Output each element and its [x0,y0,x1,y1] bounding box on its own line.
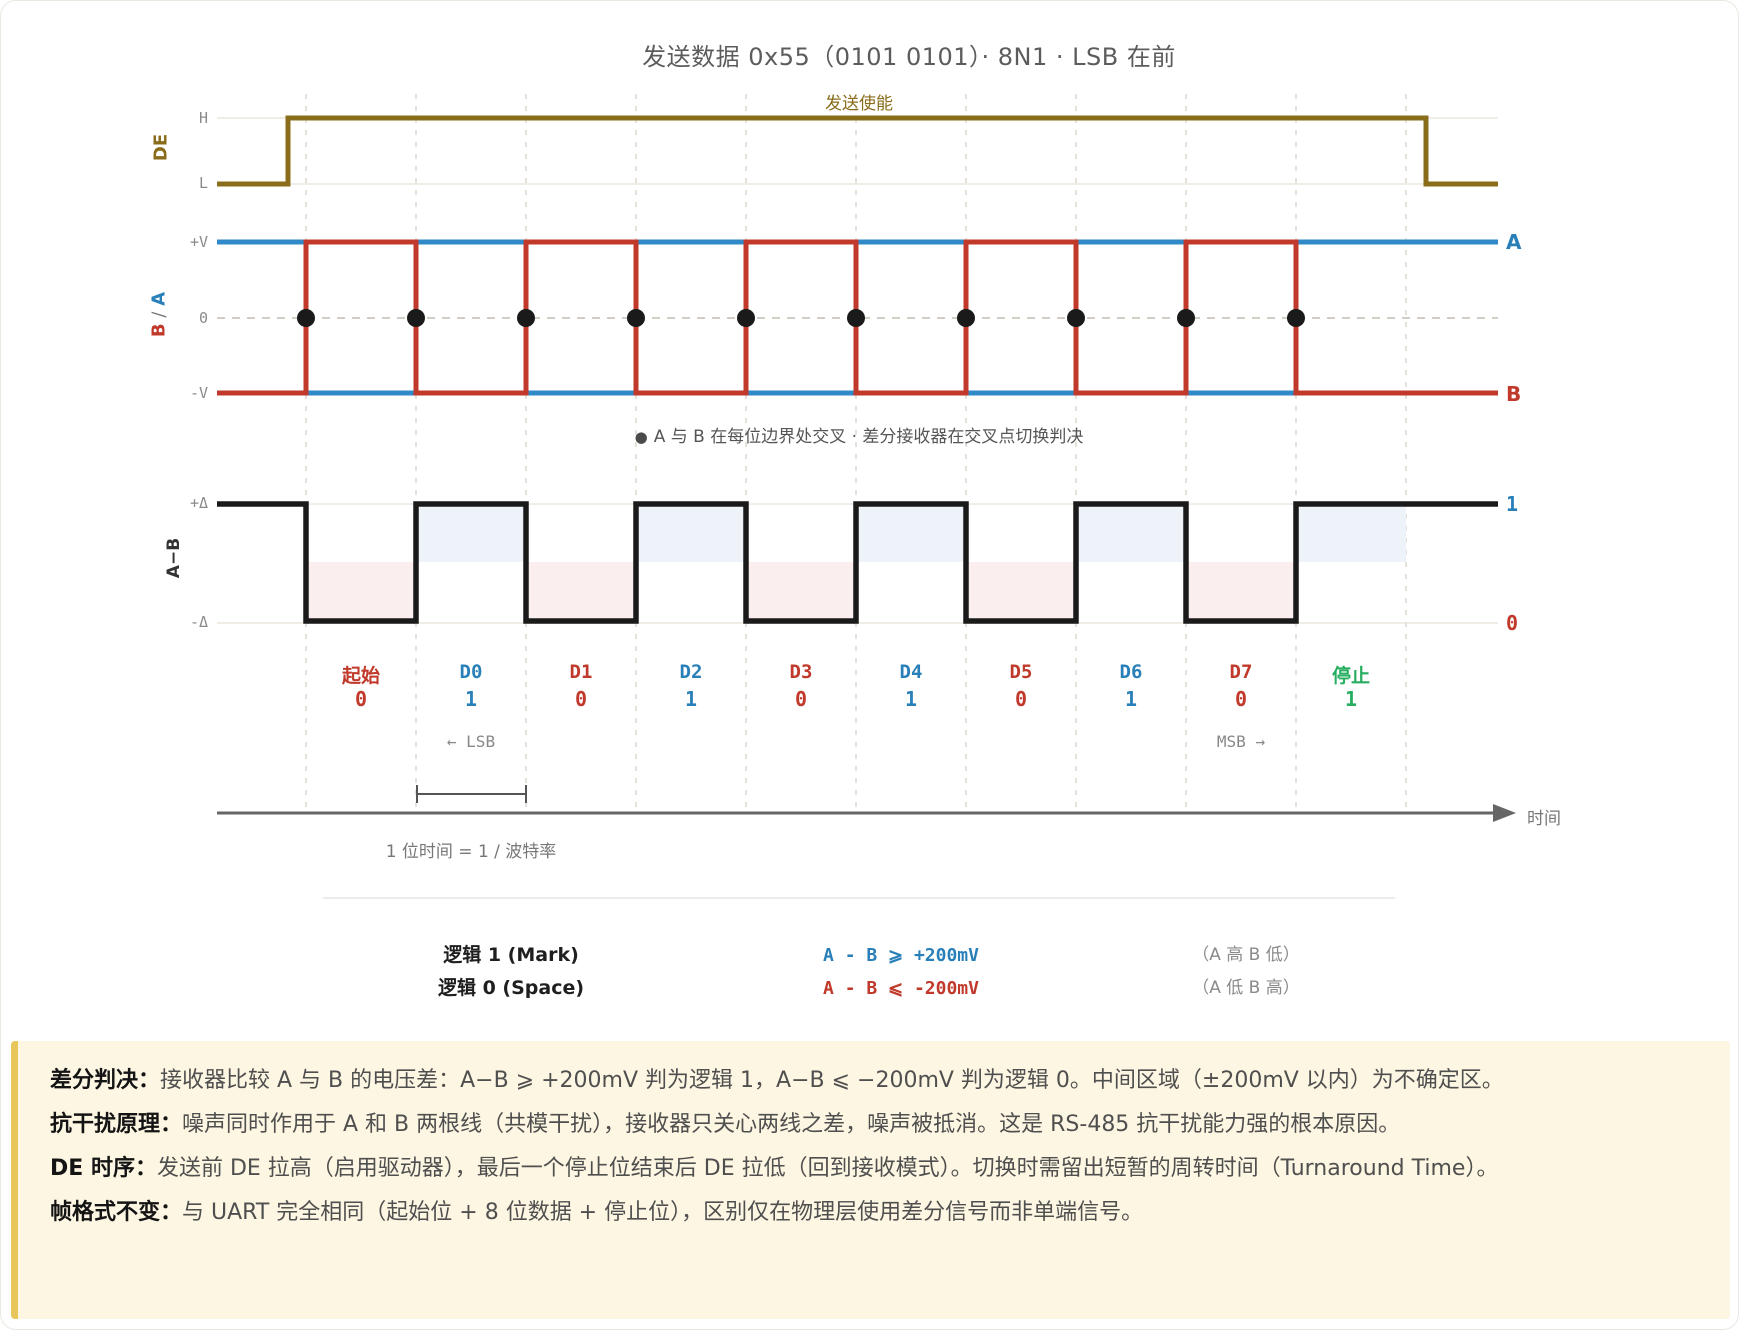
de-high-label: H [198,109,208,127]
logic-legend: 逻辑 1 (Mark) A - B ⩾ +200mV （A 高 B 低） 逻辑 … [311,939,1401,1005]
logic-zero-label: 0 [1506,611,1519,635]
msb-marker: MSB → [1216,732,1266,751]
logic-one-label: 1 [1506,492,1519,516]
bit-name-2: D1 [569,661,593,683]
note-body: 发送前 DE 拉高（启用驱动器），最后一个停止位结束后 DE 拉低（回到接收模式… [156,1156,1499,1181]
legend-mark-condition: A - B ⩾ +200mV [823,945,979,966]
crossing-caption-text: A 与 B 在每位边界处交叉 · 差分接收器在交叉点切换判决 [653,427,1084,447]
note-head: DE 时序： [50,1156,157,1181]
note-differential-decision: 差分判决：接收器比较 A 与 B 的电压差：A−B ⩾ +200mV 判为逻辑 … [50,1059,1692,1103]
note-de-timing: DE 时序：发送前 DE 拉高（启用驱动器），最后一个停止位结束后 DE 拉低（… [50,1147,1692,1191]
bit-value-8: 0 [1234,687,1248,711]
legend-mark-name: 逻辑 1 (Mark) [443,944,579,966]
ab-level-neg: -Δ [189,613,208,631]
bit-value-5: 1 [904,687,918,711]
bit-value-6: 0 [1014,687,1028,711]
lsb-marker: ← LSB [446,732,496,751]
note-head: 差分判决： [50,1068,161,1093]
bit-time-note: 1 位时间 = 1 / 波特率 [385,842,557,862]
bullet-icon: ● [634,428,648,446]
de-annotation: 发送使能 [825,94,893,114]
bit-name-0: 起始 [341,665,380,687]
bit-name-5: D4 [899,661,923,683]
line-a-label: A [1506,230,1522,254]
bit-value-1: 1 [464,687,478,711]
legend-space-name: 逻辑 0 (Space) [437,977,585,999]
bit-value-0: 0 [354,687,368,711]
ab-axis-label: A−B [164,537,184,579]
ba-level-zero: 0 [198,309,208,327]
legend-space-condition: A - B ⩽ -200mV [823,978,979,999]
bit-name-4: D3 [789,661,813,683]
note-head: 帧格式不变： [50,1200,183,1225]
note-noise-immunity: 抗干扰原理：噪声同时作用于 A 和 B 两根线（共模干扰），接收器只关心两线之差… [50,1103,1692,1147]
bit-name-1: D0 [459,661,483,683]
ab-level-pos: +Δ [189,494,208,512]
bit-value-7: 1 [1124,687,1138,711]
note-head: 抗干扰原理： [50,1112,183,1137]
bit-value-2: 0 [574,687,588,711]
ba-level-neg: -V [189,384,208,402]
bit-value-9: 1 [1344,687,1358,711]
crossing-caption: ● A 与 B 在每位边界处交叉 · 差分接收器在交叉点切换判决 [259,422,1459,447]
bit-name-9: 停止 [1331,665,1370,687]
line-b-label: B [1506,382,1522,406]
note-frame-format: 帧格式不变：与 UART 完全相同（起始位 + 8 位数据 + 停止位），区别仅… [50,1191,1692,1235]
waveform-canvas [217,94,1516,822]
legend-mark-description: （A 高 B 低） [1192,945,1300,965]
bit-value-3: 1 [684,687,698,711]
bit-name-3: D2 [679,661,703,683]
note-body: 与 UART 完全相同（起始位 + 8 位数据 + 停止位），区别仅在物理层使用… [182,1200,1144,1225]
ba-level-pos: +V [189,233,208,251]
note-body: 接收器比较 A 与 B 的电压差：A−B ⩾ +200mV 判为逻辑 1，A−B… [160,1068,1504,1093]
bit-name-8: D7 [1229,661,1253,683]
bit-name-6: D5 [1009,661,1033,683]
time-axis-label: 时间 [1527,809,1561,829]
legend-space-description: （A 低 B 高） [1192,978,1300,998]
page-title: 发送数据 0x55（0101 0101）· 8N1 · LSB 在前 [642,43,1176,71]
explanation-note-box: 差分判决：接收器比较 A 与 B 的电压差：A−B ⩾ +200mV 判为逻辑 … [11,1041,1730,1319]
bit-name-7: D6 [1119,661,1143,683]
ba-axis-a: A [148,291,170,306]
legend-divider [323,897,1395,899]
bit-value-4: 0 [794,687,808,711]
de-low-label: L [198,174,208,192]
note-body: 噪声同时作用于 A 和 B 两根线（共模干扰），接收器只关心两线之差，噪声被抵消… [182,1112,1401,1137]
